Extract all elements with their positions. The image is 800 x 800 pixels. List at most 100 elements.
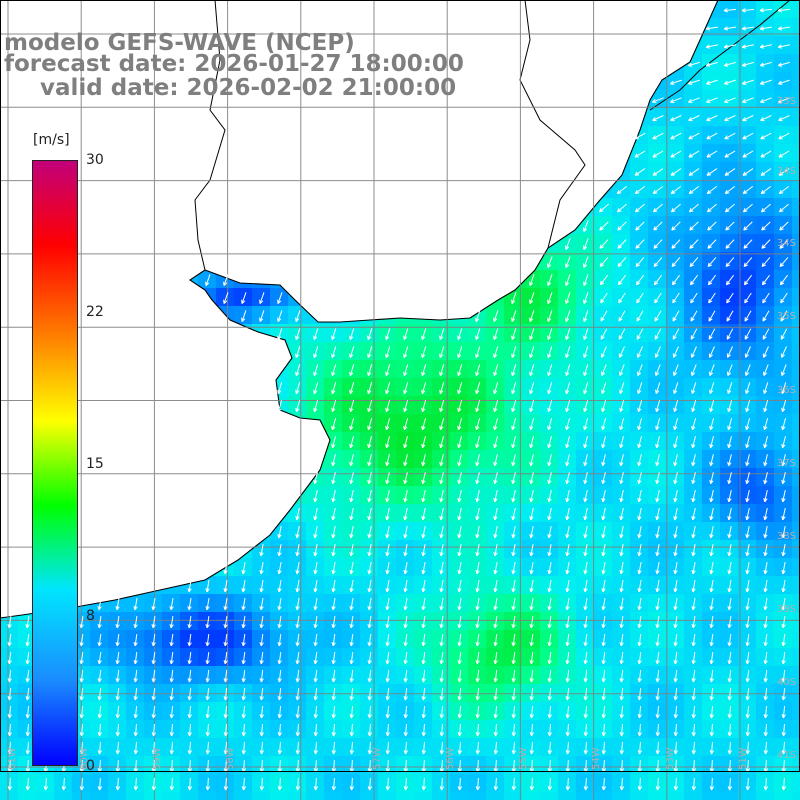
- wind-arrow: [277, 616, 282, 629]
- wind-arrow: [475, 472, 480, 485]
- wind-speed-cell: [612, 648, 631, 667]
- wind-speed-cell: [774, 324, 793, 343]
- wind-arrow: [367, 723, 372, 737]
- wind-arrow: [601, 741, 606, 755]
- wind-arrow: [760, 115, 772, 122]
- wind-arrow: [475, 687, 480, 701]
- wind-speed-cell: [342, 666, 361, 685]
- wind-speed-cell: [594, 756, 613, 775]
- wind-arrow: [763, 652, 768, 665]
- wind-arrow: [25, 741, 30, 755]
- wind-arrow: [439, 634, 444, 647]
- wind-arrow: [511, 705, 516, 719]
- wind-arrow: [779, 221, 789, 231]
- wind-arrow: [7, 741, 12, 755]
- wind-arrow: [457, 526, 462, 539]
- wind-speed-cell: [792, 558, 800, 577]
- wind-speed-cell: [18, 666, 37, 685]
- wind-speed-cell: [198, 792, 217, 800]
- wind-arrow: [709, 616, 714, 629]
- wind-arrow: [745, 777, 751, 791]
- wind-arrow: [439, 777, 445, 791]
- wind-arrow: [421, 400, 427, 413]
- wind-speed-cell: [576, 288, 595, 307]
- wind-arrow: [439, 723, 444, 737]
- wind-speed-cell: [576, 414, 595, 433]
- wind-arrow: [670, 97, 682, 103]
- wind-arrow: [313, 777, 319, 791]
- wind-speed-cell: [414, 468, 433, 487]
- wind-arrow: [259, 598, 264, 611]
- wind-speed-cell: [342, 594, 361, 613]
- wind-speed-cell: [468, 414, 487, 433]
- wind-speed-cell: [576, 522, 595, 541]
- wind-speed-cell: [540, 666, 559, 685]
- wind-speed-cell: [126, 774, 145, 793]
- wind-speed-cell: [396, 360, 415, 379]
- wind-arrow: [709, 382, 715, 395]
- wind-speed-cell: [216, 738, 235, 757]
- wind-speed-cell: [720, 594, 739, 613]
- wind-speed-cell: [648, 630, 667, 649]
- wind-arrow: [295, 741, 300, 755]
- wind-speed-cell: [558, 576, 577, 595]
- wind-speed-cell: [18, 738, 37, 757]
- wind-arrow: [511, 669, 516, 683]
- wind-speed-cell: [702, 450, 721, 469]
- wind-speed-cell: [576, 234, 595, 253]
- wind-arrow: [637, 777, 643, 791]
- wind-arrow: [259, 705, 264, 719]
- wind-speed-cell: [612, 216, 631, 235]
- wind-speed-cell: [306, 504, 325, 523]
- wind-arrow: [565, 652, 570, 665]
- wind-speed-cell: [756, 234, 775, 253]
- wind-arrow: [723, 8, 737, 13]
- wind-speed-cell: [522, 720, 541, 739]
- wind-speed-cell: [666, 774, 685, 793]
- wind-arrow: [25, 616, 30, 629]
- wind-arrow: [652, 97, 664, 103]
- wind-arrow: [187, 598, 192, 611]
- wind-arrow: [635, 257, 645, 268]
- wind-arrow: [385, 328, 391, 341]
- wind-speed-cell: [378, 432, 397, 451]
- wind-speed-cell: [774, 90, 793, 109]
- wind-arrow: [403, 652, 408, 665]
- wind-arrow: [313, 472, 318, 485]
- wind-arrow: [403, 723, 408, 737]
- wind-arrow: [511, 328, 517, 341]
- wind-arrow: [97, 616, 102, 629]
- wind-speed-cell: [288, 558, 307, 577]
- wind-arrow: [259, 777, 265, 791]
- wind-arrow: [169, 723, 174, 737]
- wind-arrow: [565, 526, 570, 539]
- wind-arrow: [619, 598, 624, 611]
- wind-speed-cell: [252, 576, 271, 595]
- model-title: modelo GEFS-WAVE (NCEP): [4, 30, 355, 56]
- wind-arrow: [601, 616, 606, 629]
- wind-speed-cell: [792, 18, 800, 37]
- wind-arrow: [205, 652, 210, 665]
- lon-label-54w: 54W: [591, 747, 602, 770]
- wind-speed-cell: [180, 792, 199, 800]
- wind-speed-cell: [252, 306, 271, 325]
- wind-arrow: [421, 616, 426, 629]
- wind-arrow: [655, 562, 660, 575]
- wind-arrow: [187, 634, 192, 647]
- wind-arrow: [457, 598, 462, 611]
- wind-speed-cell: [630, 504, 649, 523]
- wind-arrow: [421, 328, 427, 341]
- wind-speed-cell: [594, 648, 613, 667]
- wind-arrow: [331, 580, 336, 593]
- wind-arrow: [457, 454, 462, 467]
- wind-arrow: [637, 400, 643, 413]
- wind-speed-cell: [666, 756, 685, 775]
- wind-speed-cell: [288, 576, 307, 595]
- wind-arrow: [169, 652, 174, 665]
- wind-arrow: [385, 705, 390, 719]
- wind-arrow: [547, 472, 552, 485]
- wind-arrow: [619, 472, 624, 485]
- wind-speed-cell: [414, 576, 433, 595]
- wind-speed-cell: [288, 540, 307, 559]
- wind-speed-cell: [630, 378, 649, 397]
